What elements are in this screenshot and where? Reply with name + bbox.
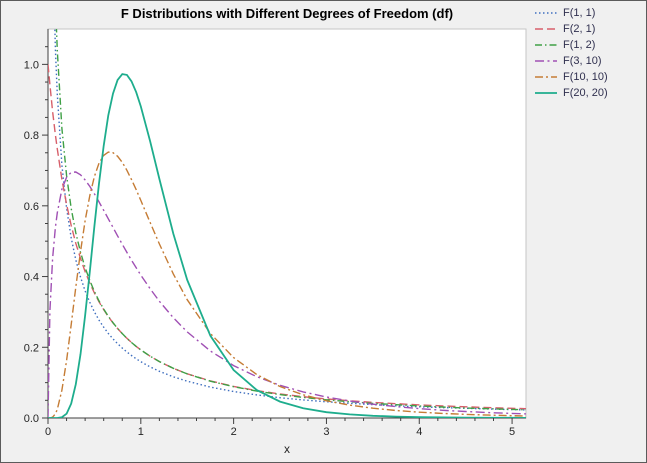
legend-label: F(1, 2) [563,39,596,51]
legend-item-f-10-10[interactable]: F(10, 10) [534,71,608,83]
legend-item-f-20-20[interactable]: F(20, 20) [534,87,608,99]
legend-swatch-f-20-20 [535,92,557,94]
curve-f-3-10[interactable] [48,171,526,418]
y-tick-label: 0.4 [24,272,39,284]
x-tick-label: 3 [323,426,329,438]
plot-frame[interactable] [47,28,527,419]
legend-label: F(10, 10) [563,71,608,83]
legend-item-f-3-10[interactable]: F(3, 10) [534,55,608,67]
y-tick-label: 0.0 [24,413,39,425]
x-tick-label: 1 [138,426,144,438]
legend-swatch-f-1-1 [535,12,557,14]
x-tick-label: 5 [509,426,515,438]
chart-title: F Distributions with Different Degrees o… [120,6,454,21]
legend-label: F(2, 1) [563,23,596,35]
legend-item-f-2-1[interactable]: F(2, 1) [534,23,608,35]
y-tick-label: 0.6 [24,201,39,213]
y-tick-label: 0.2 [24,342,39,354]
x-axis-title: x [284,442,290,456]
x-tick-label: 0 [45,426,51,438]
legend-item-f-1-1[interactable]: F(1, 1) [534,7,608,19]
legend-label: F(3, 10) [563,55,602,67]
curve-f-1-2[interactable] [50,1,526,411]
curve-f-1-1[interactable] [50,1,526,411]
legend-swatch-f-1-2 [535,44,557,46]
curve-f-10-10[interactable] [48,151,526,418]
y-tick-label: 0.8 [24,130,39,142]
legend: F(1, 1) F(2, 1) F(1, 2) F(3, 10) F(10, 10) F(… [534,7,608,99]
legend-swatch-f-2-1 [535,28,557,30]
y-tick-label: 1.0 [24,59,39,71]
x-tick-label: 4 [416,426,422,438]
curve-f-2-1[interactable] [48,64,526,410]
legend-item-f-1-2[interactable]: F(1, 2) [534,39,608,51]
legend-swatch-f-10-10 [535,76,557,78]
x-tick-label: 2 [231,426,237,438]
curve-f-20-20[interactable] [48,73,526,418]
legend-label: F(20, 20) [563,87,608,99]
legend-label: F(1, 1) [563,7,596,19]
legend-swatch-f-3-10 [535,60,557,62]
